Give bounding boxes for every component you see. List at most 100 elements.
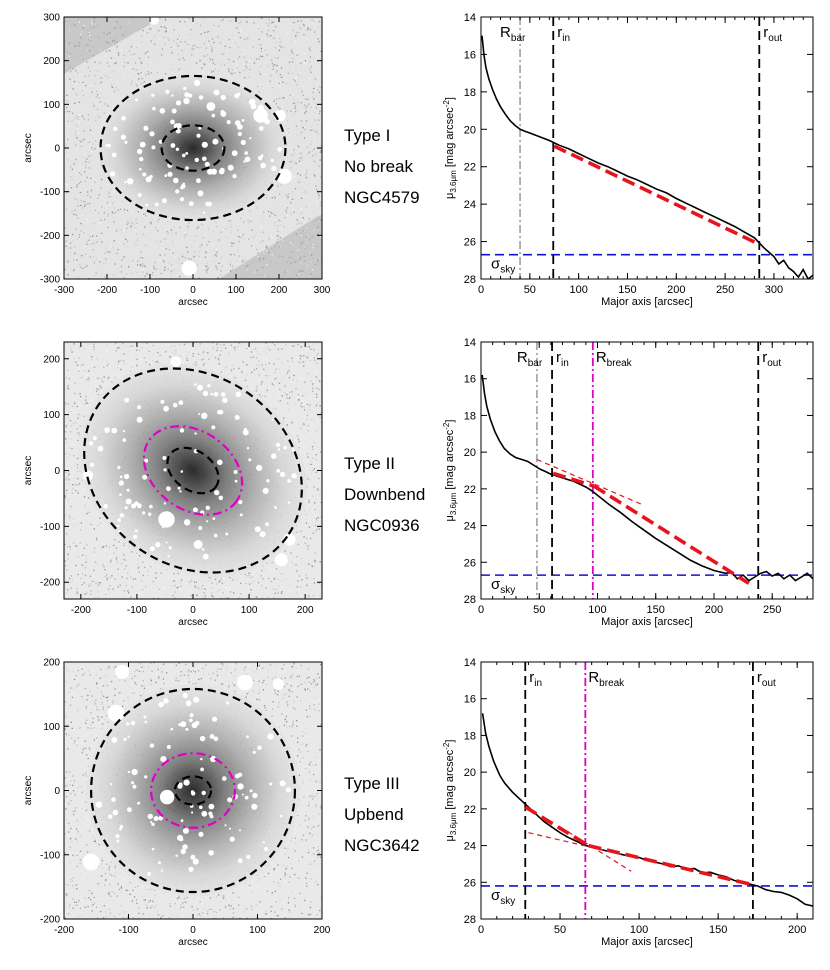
masked-star — [142, 474, 148, 480]
masked-star — [178, 723, 182, 727]
masked-star — [158, 816, 163, 821]
masked-star — [127, 178, 134, 185]
masked-star — [180, 470, 184, 473]
masked-star — [249, 137, 252, 140]
masked-star — [119, 475, 123, 479]
masked-star — [276, 168, 292, 184]
masked-star — [143, 715, 147, 719]
masked-star — [201, 141, 208, 148]
r-in-label-sub: in — [534, 678, 542, 689]
masked-star — [137, 801, 141, 805]
masked-star — [234, 415, 240, 420]
x-tick-label: 200 — [271, 285, 288, 296]
masked-star — [189, 718, 193, 723]
masked-star — [82, 853, 100, 871]
r-in-label-main: r — [557, 24, 562, 41]
masked-star — [159, 789, 175, 805]
r-bar-label-sub: bar — [511, 33, 526, 44]
masked-star — [279, 814, 283, 818]
y-tick-label: 20 — [464, 767, 476, 779]
masked-star — [168, 546, 172, 550]
r-bar-label-sub: bar — [528, 358, 543, 369]
masked-star — [227, 164, 234, 171]
outer-ellipse — [99, 74, 287, 222]
masked-star — [250, 103, 257, 110]
masked-star — [171, 108, 177, 114]
masked-star — [182, 153, 186, 158]
masked-star — [159, 108, 166, 114]
masked-star — [277, 146, 283, 152]
x-tick-label: 200 — [297, 605, 314, 616]
masked-star — [118, 480, 124, 486]
masked-star — [115, 834, 120, 839]
profile-line — [481, 374, 813, 582]
masked-star — [242, 793, 244, 796]
masked-star — [199, 735, 206, 742]
r-break-label: Rbreak — [588, 669, 625, 689]
profile-panel-1: 0 50 100 150 200 250 300 14 16 18 20 22 24 26 28 Major … — [442, 12, 814, 308]
classification-block-type3: Type III Upbend NGC3642 — [344, 768, 420, 861]
masked-star — [175, 100, 182, 106]
masked-star — [124, 140, 128, 144]
masked-star — [234, 120, 241, 126]
x-tick-label: 150 — [709, 924, 727, 936]
masked-star — [147, 813, 153, 820]
y-axis-label: arcsec — [23, 133, 34, 162]
x-tick-label: 0 — [190, 605, 196, 616]
y-axis-label-part: 3.6μm — [449, 170, 458, 193]
masked-star — [119, 493, 122, 497]
masked-star — [191, 722, 198, 729]
masked-star — [134, 529, 138, 533]
masked-star — [185, 152, 189, 155]
masked-star — [274, 553, 288, 567]
masked-star — [178, 400, 184, 406]
masked-star — [214, 489, 220, 496]
y-axis-label-part: μ — [444, 193, 456, 199]
masked-star — [191, 811, 194, 814]
masked-star — [183, 779, 190, 786]
masked-star — [130, 720, 136, 726]
masked-star — [111, 797, 116, 802]
masked-star — [263, 846, 269, 852]
masked-star — [163, 468, 167, 472]
y-tick-label: -200 — [40, 578, 60, 589]
inner-ellipse — [173, 775, 213, 806]
y-axis-label: arcsec — [23, 776, 34, 805]
masked-star — [209, 169, 213, 173]
masked-star — [127, 735, 130, 738]
masked-star — [170, 119, 175, 125]
masked-star — [225, 701, 229, 705]
masked-star — [262, 487, 269, 494]
x-tick-label: 0 — [190, 925, 196, 936]
y-tick-label: 24 — [464, 199, 476, 211]
masked-star — [270, 158, 274, 163]
fit-line — [552, 471, 595, 488]
plot-frame — [480, 16, 814, 280]
masked-star — [108, 814, 113, 819]
masked-star — [180, 721, 187, 728]
masked-star — [233, 470, 238, 474]
masked-star — [210, 168, 217, 175]
masked-star — [167, 555, 170, 558]
masked-star — [151, 822, 155, 826]
masked-star — [211, 113, 216, 118]
masked-star — [260, 154, 264, 157]
masked-star — [234, 93, 240, 99]
x-tick-label: 250 — [716, 284, 734, 296]
masked-star — [197, 81, 201, 85]
masked-star — [183, 86, 187, 90]
y-tick-label: 22 — [464, 804, 476, 816]
masked-star — [161, 198, 167, 204]
r-out-label-main: r — [762, 349, 767, 366]
masked-star — [279, 471, 286, 477]
masked-star — [90, 462, 95, 467]
masked-star — [254, 526, 261, 533]
masked-star — [132, 784, 137, 789]
sigma-sky-label-sub: sky — [500, 896, 515, 907]
masked-star — [127, 770, 130, 774]
masked-star — [126, 488, 130, 492]
fit-line — [588, 843, 751, 886]
masked-star — [133, 534, 138, 540]
profile-line — [481, 35, 813, 279]
y-tick-label: -100 — [40, 522, 60, 533]
